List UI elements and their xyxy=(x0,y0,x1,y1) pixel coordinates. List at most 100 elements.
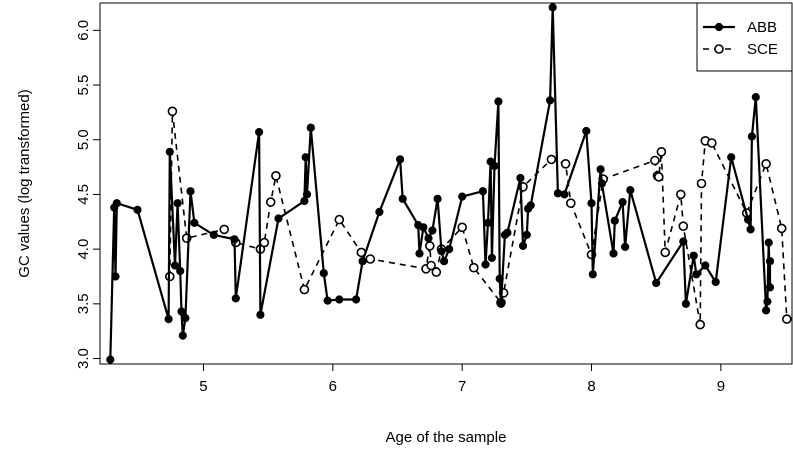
data-point-sce xyxy=(656,147,667,157)
x-tick-label: 7 xyxy=(458,378,466,395)
data-point-abb xyxy=(458,192,467,201)
data-point-abb xyxy=(526,201,535,210)
data-point-sce xyxy=(546,154,557,165)
series-line-abb xyxy=(109,7,772,360)
data-point-abb xyxy=(437,247,446,256)
legend-box xyxy=(696,2,793,72)
data-point-abb xyxy=(689,251,698,260)
data-point-abb xyxy=(255,128,264,137)
data-point-sce xyxy=(426,260,436,271)
y-tick-label: 3.5 xyxy=(75,293,92,314)
data-point-abb xyxy=(424,234,433,243)
data-point-abb xyxy=(553,189,563,198)
data-point-abb xyxy=(375,207,384,216)
x-tick-label: 5 xyxy=(199,378,207,395)
data-point-abb xyxy=(133,205,142,214)
data-point-abb xyxy=(415,249,424,258)
y-tick-label: 4.0 xyxy=(75,239,92,260)
data-point-abb xyxy=(164,315,173,324)
x-axis: 5 6 7 8 9 xyxy=(199,364,725,395)
data-point-abb xyxy=(765,257,775,266)
data-point-abb xyxy=(596,165,605,174)
data-point-abb xyxy=(496,299,506,308)
data-point-abb xyxy=(440,257,449,266)
data-point-abb xyxy=(679,237,688,246)
data-point-sce xyxy=(678,221,689,231)
data-point-sce xyxy=(696,178,707,189)
data-point-abb xyxy=(181,314,190,323)
data-point-sce xyxy=(265,197,276,207)
data-point-abb xyxy=(610,216,619,225)
data-point-abb xyxy=(483,218,493,227)
data-point-sce xyxy=(565,198,576,208)
data-point-abb xyxy=(746,225,755,234)
data-point-sce xyxy=(660,247,671,258)
data-point-sce xyxy=(219,224,229,235)
data-point-abb xyxy=(178,331,187,340)
data-point-abb xyxy=(582,126,591,136)
data-point-abb xyxy=(170,261,180,270)
data-point-abb xyxy=(274,214,283,223)
y-axis: 3.0 3.5 4.0 4.5 5.0 5.5 6.0 xyxy=(75,20,100,369)
legend-label-abb: ABB xyxy=(747,19,777,36)
data-point-abb xyxy=(522,230,531,239)
data-point-sce xyxy=(271,171,281,181)
data-point-abb xyxy=(230,235,239,244)
data-point-sce xyxy=(706,138,717,148)
data-point-abb xyxy=(490,161,499,171)
legend-marker-abb xyxy=(714,22,724,32)
y-tick-label: 4.5 xyxy=(75,184,92,205)
data-point-abb xyxy=(445,245,454,254)
data-point-abb xyxy=(747,132,757,141)
data-point-abb xyxy=(751,93,760,102)
data-point-abb xyxy=(323,296,332,305)
data-point-abb xyxy=(609,249,618,258)
data-point-abb xyxy=(106,355,115,364)
data-point-abb xyxy=(727,153,736,162)
data-point-abb xyxy=(112,199,121,208)
data-point-abb xyxy=(762,306,771,315)
data-point-abb xyxy=(231,294,240,303)
data-point-abb xyxy=(764,238,773,247)
data-point-sce xyxy=(560,159,571,169)
data-point-abb xyxy=(176,266,185,276)
data-point-abb xyxy=(306,123,315,132)
data-point-abb xyxy=(546,96,555,105)
data-point-abb xyxy=(335,295,344,304)
data-point-abb xyxy=(765,283,775,292)
data-point-sce xyxy=(431,267,442,277)
data-point-sce xyxy=(468,262,479,273)
data-point-sce xyxy=(457,222,468,233)
data-point-abb xyxy=(548,3,557,12)
data-point-abb xyxy=(301,153,310,162)
data-point-abb xyxy=(516,173,525,183)
data-point-sce xyxy=(167,106,178,117)
data-point-abb xyxy=(111,272,120,281)
data-point-abb xyxy=(478,187,487,196)
data-point-abb xyxy=(495,274,504,283)
series-line-sce xyxy=(169,111,788,325)
data-point-sce xyxy=(259,237,270,248)
data-point-sce xyxy=(776,223,787,234)
data-point-sce xyxy=(650,155,660,166)
y-tick-label: 6.0 xyxy=(75,20,92,41)
data-point-sce xyxy=(781,314,792,324)
data-point-abb xyxy=(621,242,630,251)
data-point-sce xyxy=(299,284,310,295)
data-point-sce xyxy=(653,172,664,182)
data-point-abb xyxy=(588,270,597,279)
data-point-abb xyxy=(681,299,691,308)
data-point-abb xyxy=(560,190,569,199)
data-point-abb xyxy=(503,228,512,237)
data-point-sce xyxy=(424,241,435,251)
data-point-abb xyxy=(481,260,490,269)
data-point-abb xyxy=(419,223,428,232)
data-point-abb xyxy=(701,261,710,270)
data-point-abb xyxy=(209,230,218,239)
legend: ABB SCE xyxy=(696,2,793,72)
data-point-abb xyxy=(319,269,328,278)
data-point-abb xyxy=(352,295,361,304)
data-point-abb xyxy=(256,310,265,319)
data-point-sce xyxy=(695,319,706,330)
